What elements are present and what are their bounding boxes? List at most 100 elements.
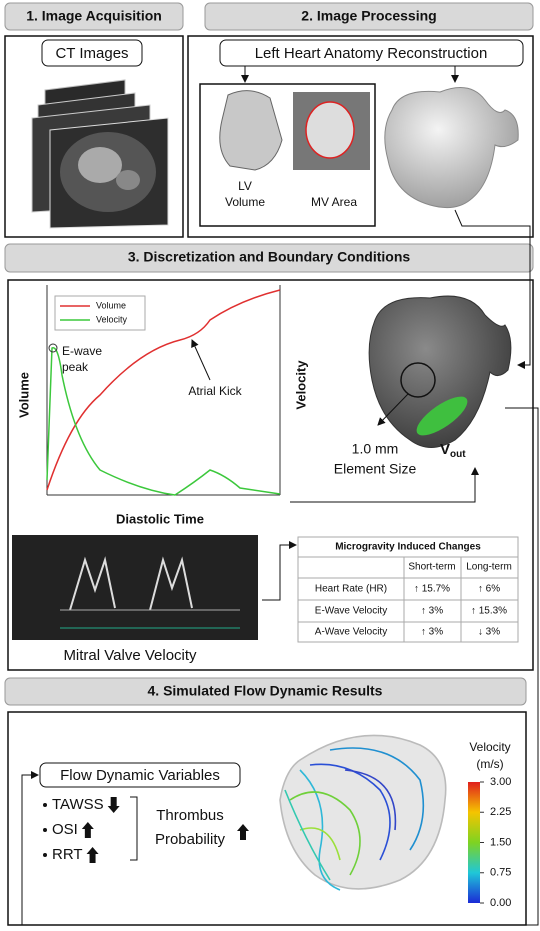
section-box — [187, 35, 534, 238]
label-box — [39, 762, 241, 788]
streamline — [309, 763, 391, 861]
bracket — [130, 796, 138, 861]
label: Volume — [225, 195, 265, 209]
up-arrow — [81, 822, 94, 838]
label: LV — [238, 179, 252, 193]
heart-outline — [279, 734, 447, 890]
legend-label: Volume — [96, 300, 126, 310]
up-arrow — [237, 824, 249, 840]
arrow — [191, 339, 211, 381]
section-title: 3. Discretization and Boundary Condition… — [128, 249, 411, 265]
table-cell: ↓ 3% — [478, 627, 500, 638]
section-header-bg — [4, 2, 184, 31]
doppler-image — [12, 535, 258, 640]
section-box — [4, 35, 184, 238]
connector — [21, 407, 539, 926]
label: MV Area — [311, 195, 357, 209]
doppler-trace — [69, 556, 193, 611]
table-body: Heart Rate (HR) ↑ 15.7% ↑ 6% E-Wave Velocit… — [315, 584, 507, 638]
bullet — [43, 828, 47, 832]
outlet-label: Vout — [440, 441, 466, 460]
column-header: Short-term — [408, 562, 455, 573]
axis-label: Volume — [16, 372, 31, 418]
down-arrow — [107, 797, 120, 813]
table-cell: ↑ 15.7% — [414, 584, 450, 595]
colorbar — [468, 782, 480, 903]
axis-label: Velocity — [293, 360, 308, 410]
colorbar-tick-label: 0.75 — [490, 867, 511, 879]
colorbar-tick-label: 2.25 — [490, 806, 511, 818]
axis-label: Diastolic Time — [116, 511, 204, 526]
element-circle — [400, 362, 436, 398]
connector — [290, 467, 479, 503]
label: Thrombus — [156, 807, 224, 824]
variable: OSI — [52, 821, 78, 838]
section-title: 2. Image Processing — [301, 8, 436, 24]
table-cell: ↑ 15.3% — [471, 606, 507, 617]
lv-model — [219, 90, 283, 171]
row-header: Heart Rate (HR) — [315, 584, 387, 595]
section-header-bg — [204, 2, 534, 31]
arrow — [377, 393, 409, 426]
label: Element Size — [334, 461, 417, 477]
streamline — [299, 827, 341, 861]
section-box — [7, 279, 534, 671]
table-cell: ↑ 3% — [421, 627, 443, 638]
row-header: A-Wave Velocity — [315, 627, 387, 638]
variable-list: TAWSS OSI RRT — [43, 796, 120, 863]
label-box — [41, 39, 143, 67]
heart-model — [384, 87, 519, 209]
table-cell: ↑ 6% — [478, 584, 500, 595]
up-arrow — [86, 847, 99, 863]
colorbar-tick-label: 0.00 — [490, 897, 511, 909]
outlet — [416, 396, 468, 436]
annotation: peak — [62, 360, 89, 374]
ct-stack — [31, 79, 169, 229]
label: 1.0 mm — [352, 441, 399, 457]
streamlines — [279, 734, 447, 891]
streamline — [329, 747, 425, 851]
annotation: Atrial Kick — [188, 384, 242, 398]
bullet — [43, 803, 47, 807]
legend-label: Velocity — [96, 314, 128, 324]
annotation: E-wave — [62, 344, 102, 358]
section-header-bg — [4, 243, 534, 273]
bullet — [43, 853, 47, 857]
section-title: 1. Image Acquisition — [26, 8, 162, 24]
label: Probability — [155, 831, 226, 848]
section-title: 4. Simulated Flow Dynamic Results — [148, 683, 383, 699]
table-border — [297, 536, 519, 643]
streamline — [289, 791, 361, 876]
streamline — [344, 769, 397, 831]
outlet-main: V — [440, 441, 450, 458]
connector — [262, 541, 297, 601]
volume-curve — [46, 289, 281, 491]
column-header: Long-term — [466, 562, 512, 573]
peak-marker — [48, 343, 58, 353]
connector — [454, 209, 531, 369]
colorbar-tick-label: 1.50 — [490, 836, 511, 848]
label-box — [219, 39, 524, 67]
label: CT Images — [55, 45, 128, 62]
colorbar-tick-label: 3.00 — [490, 776, 511, 788]
table — [297, 536, 519, 643]
mv-area — [305, 101, 355, 159]
streamline — [284, 789, 331, 881]
outlet-sub: out — [450, 449, 466, 460]
variable: TAWSS — [52, 796, 104, 813]
row-header: E-Wave Velocity — [315, 606, 387, 617]
label: Left Heart Anatomy Reconstruction — [255, 45, 488, 62]
velocity-curve — [46, 347, 281, 496]
variable: RRT — [52, 846, 83, 863]
label: Flow Dynamic Variables — [60, 767, 220, 784]
section-header-bg — [4, 677, 527, 706]
ct-heart — [116, 170, 140, 190]
table-cell: ↑ 3% — [421, 606, 443, 617]
colorbar-title: (m/s) — [476, 757, 503, 771]
ct-heart — [78, 147, 122, 183]
label: Mitral Valve Velocity — [63, 647, 197, 664]
legend-box — [54, 295, 146, 331]
streamline — [299, 769, 341, 891]
